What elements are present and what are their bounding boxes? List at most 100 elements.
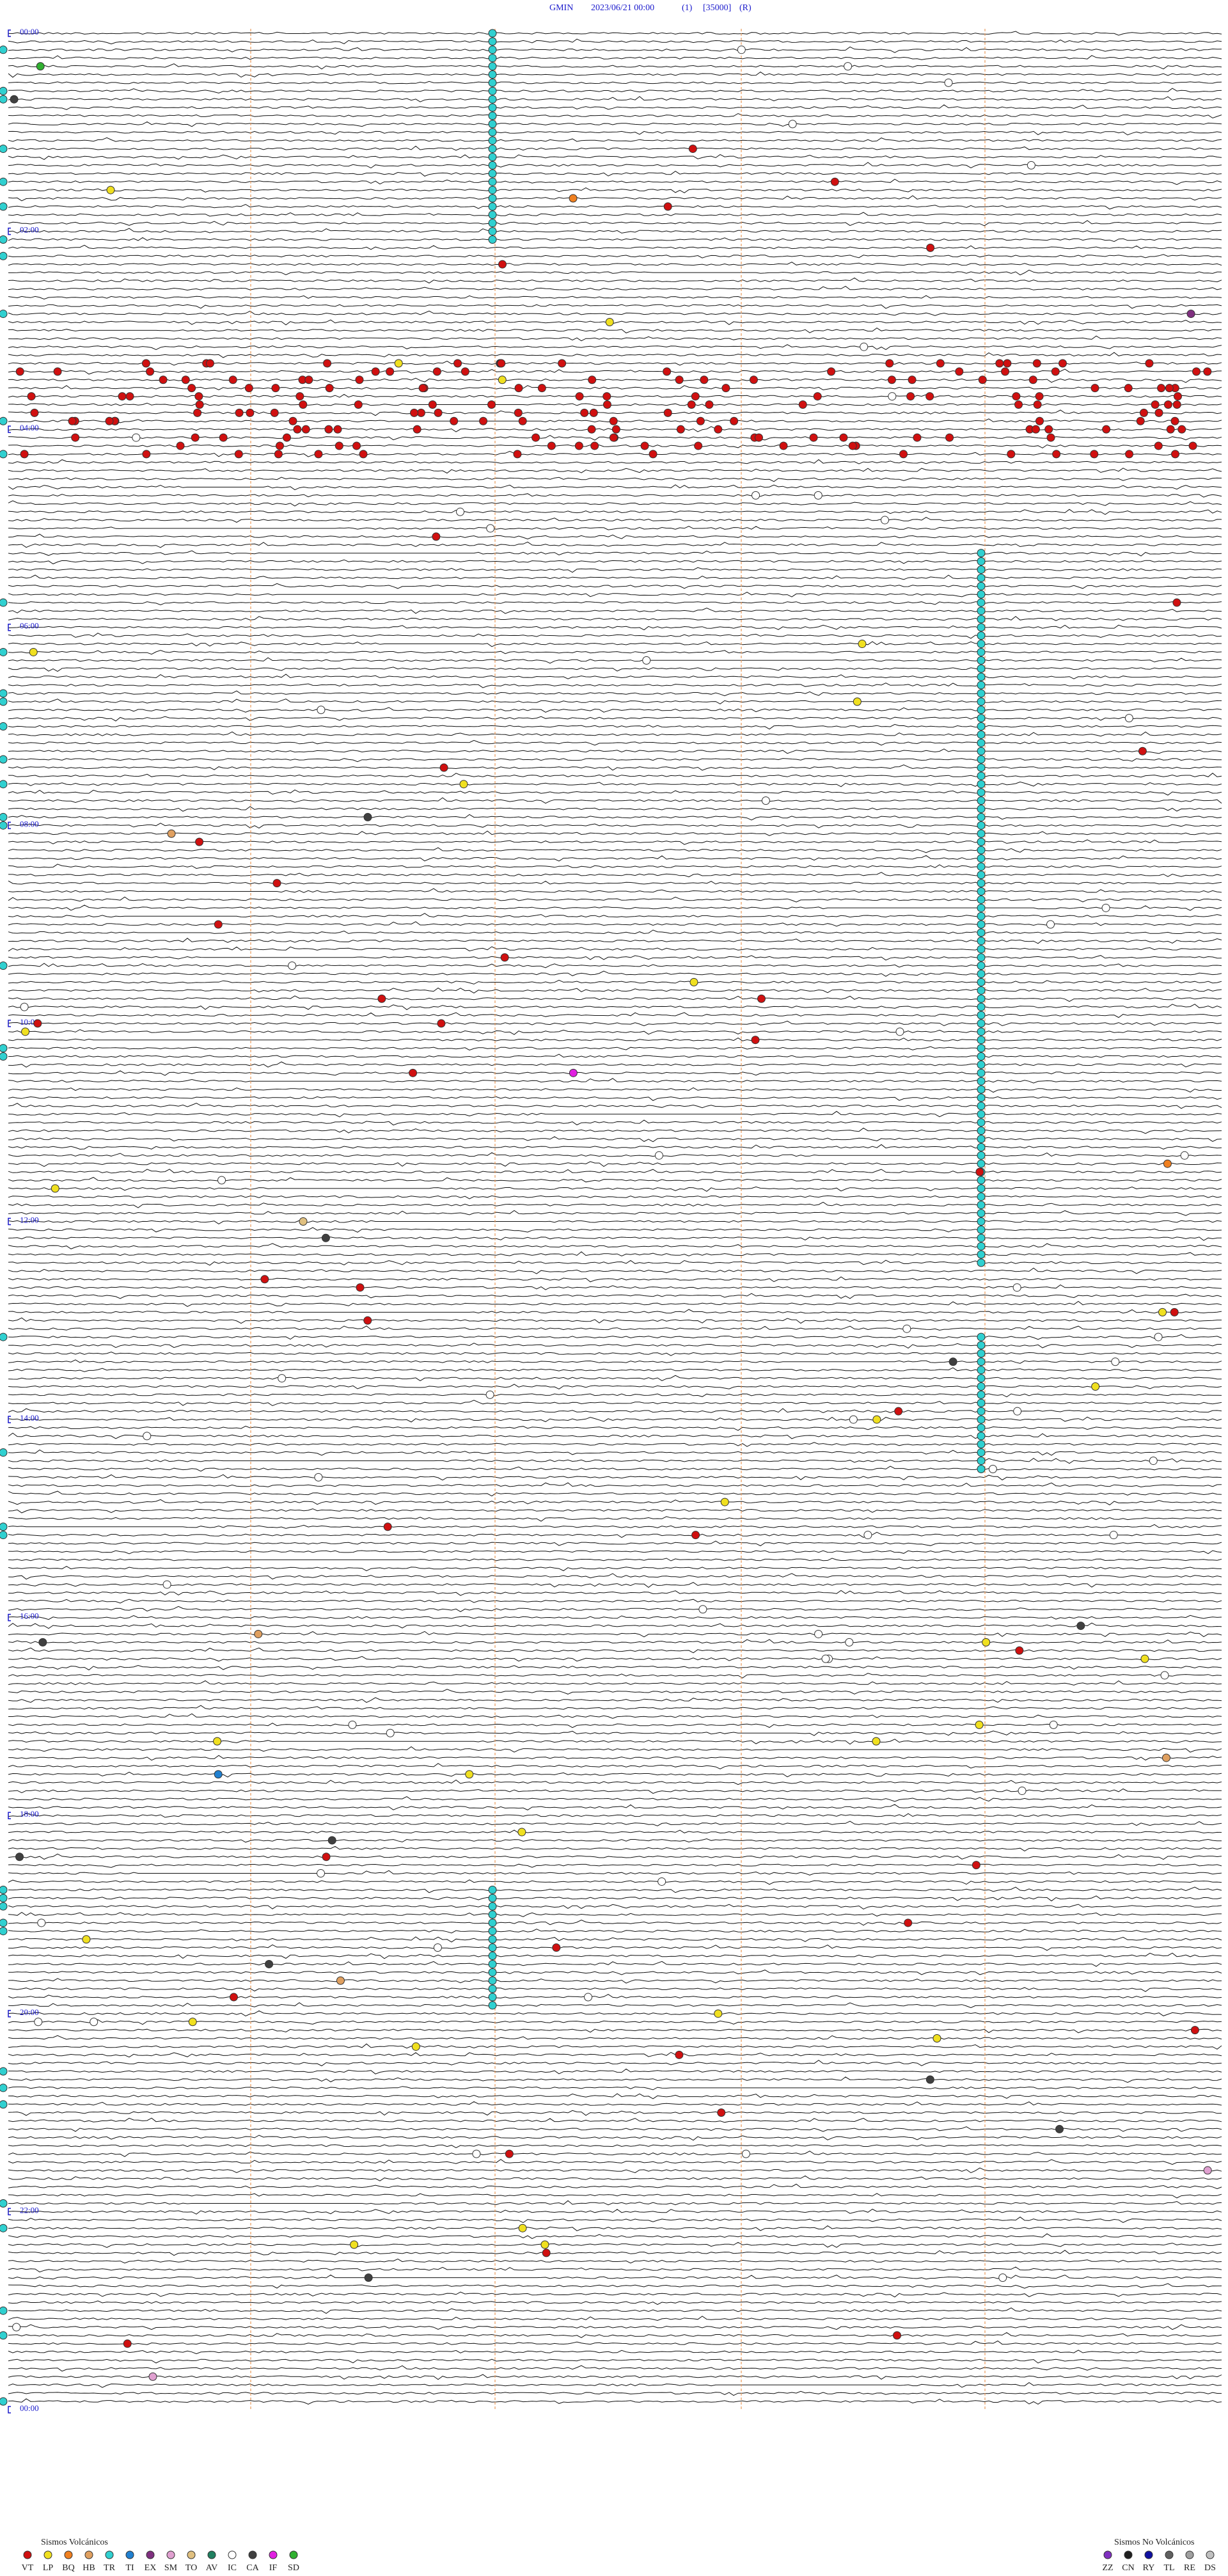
event-marker	[705, 400, 714, 409]
event-marker	[977, 1382, 986, 1391]
event-marker	[352, 441, 361, 450]
legend-title: Sismos Volcánicos	[41, 2538, 108, 2547]
hour-bracket	[8, 624, 11, 631]
event-marker	[488, 152, 497, 161]
event-marker	[12, 2323, 21, 2332]
event-marker	[977, 1209, 986, 1218]
event-marker	[293, 425, 302, 434]
event-marker	[880, 516, 889, 525]
event-marker	[955, 367, 964, 376]
hour-label: 00:00	[20, 27, 39, 36]
trace	[8, 1689, 1222, 1695]
trace	[8, 896, 1222, 903]
event-marker	[977, 549, 986, 558]
event-marker	[691, 392, 700, 401]
trace	[8, 178, 1222, 186]
event-marker	[229, 1993, 238, 2002]
event-marker	[325, 384, 334, 393]
trace	[8, 2216, 1222, 2224]
legend-code: TR	[104, 2563, 116, 2573]
trace	[8, 2060, 1222, 2067]
event-marker	[1055, 2124, 1064, 2133]
legend-code: BQ	[62, 2563, 74, 2573]
event-marker	[569, 1068, 578, 1077]
event-marker	[547, 441, 556, 450]
trace	[8, 699, 1222, 704]
legend-dot	[125, 2550, 134, 2559]
trace	[8, 2028, 1222, 2034]
trace	[8, 444, 1222, 448]
legend-code: ZZ	[1102, 2563, 1113, 2573]
trace	[8, 2010, 1222, 2017]
event-marker	[1111, 1357, 1120, 1366]
event-marker	[195, 837, 204, 846]
trace	[8, 1723, 1222, 1728]
event-marker	[977, 829, 986, 838]
event-marker	[977, 656, 986, 665]
trace	[8, 657, 1222, 664]
event-marker	[977, 763, 986, 772]
event-marker	[29, 647, 38, 656]
event-marker	[38, 1638, 47, 1647]
event-marker	[235, 408, 244, 417]
trace	[8, 1161, 1222, 1167]
legend-code: TL	[1163, 2563, 1174, 2573]
event-marker	[977, 1027, 986, 1036]
event-marker	[977, 672, 986, 681]
trace	[8, 797, 1222, 804]
event-marker	[488, 103, 497, 112]
event-marker	[0, 2306, 8, 2315]
event-marker	[654, 1151, 663, 1160]
event-marker	[105, 416, 114, 425]
event-marker	[977, 945, 986, 954]
event-marker	[106, 186, 115, 194]
trace	[8, 477, 1222, 482]
trace	[8, 592, 1222, 597]
event-marker	[977, 1077, 986, 1086]
event-marker	[848, 441, 857, 450]
event-marker	[234, 450, 243, 459]
event-marker	[460, 367, 469, 376]
event-marker	[977, 1225, 986, 1234]
trace	[8, 1804, 1222, 1811]
event-marker	[885, 359, 894, 368]
event-marker	[575, 392, 584, 401]
event-marker	[977, 928, 986, 937]
event-marker	[336, 1976, 345, 1985]
trace	[8, 1127, 1222, 1134]
event-marker	[906, 392, 915, 401]
event-marker	[977, 1233, 986, 1242]
event-marker	[1172, 400, 1181, 409]
trace	[8, 1300, 1222, 1307]
event-marker	[588, 375, 597, 384]
event-marker	[1154, 1332, 1163, 1341]
event-marker	[1173, 392, 1182, 401]
trace	[8, 1639, 1222, 1645]
event-marker	[0, 1531, 8, 1540]
event-marker	[0, 95, 8, 104]
event-marker	[1154, 408, 1163, 417]
trace	[8, 1267, 1222, 1274]
event-marker	[714, 2009, 723, 2018]
event-marker	[0, 2331, 8, 2340]
event-marker	[809, 433, 818, 442]
event-marker	[853, 697, 862, 706]
event-marker	[892, 2331, 901, 2340]
hour-bracket	[8, 425, 11, 433]
event-marker	[1109, 1531, 1118, 1540]
event-marker	[977, 953, 986, 962]
trace	[8, 2117, 1222, 2123]
event-marker	[1003, 359, 1012, 368]
event-marker	[1154, 441, 1163, 450]
event-marker	[675, 375, 684, 384]
event-marker	[611, 425, 620, 434]
trace	[8, 1895, 1222, 1902]
trace	[8, 707, 1222, 713]
event-marker	[1136, 416, 1145, 425]
event-marker	[574, 441, 583, 450]
trace	[8, 1615, 1222, 1620]
trace	[8, 723, 1222, 730]
event-marker	[642, 656, 651, 665]
event-marker	[998, 2273, 1007, 2282]
legend-title: Sismos No Volcánicos	[1114, 2538, 1195, 2547]
